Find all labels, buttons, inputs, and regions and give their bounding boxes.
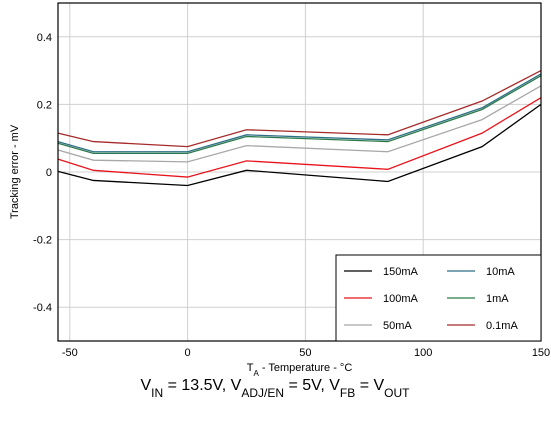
caption-subscript: FB <box>340 386 355 400</box>
data-line <box>57 85 542 163</box>
caption: VIN = 13.5V, VADJ/EN = 5V, VFB = VOUT <box>141 377 411 400</box>
plot-frame <box>57 2 542 342</box>
x-axis-label: TA - Temperature - °C <box>247 362 353 378</box>
x-axis-label-part: - Temperature - °C <box>259 362 353 374</box>
legend-label: 0.1mA <box>486 320 518 332</box>
x-tick-label: 150 <box>532 347 550 359</box>
caption-subscript: IN <box>151 386 163 400</box>
x-tick-label: 0 <box>185 347 191 359</box>
y-tick-label: -0.2 <box>33 235 52 247</box>
caption-part: = 13.5V, V <box>163 377 241 394</box>
legend-label: 1mA <box>486 293 509 305</box>
legend-label: 150mA <box>383 266 419 278</box>
caption-part: = 5V, V <box>284 377 340 394</box>
y-axis-label: Tracking error - mV <box>9 124 21 219</box>
y-tick-label: 0.4 <box>37 32 52 44</box>
x-tick-label: 100 <box>414 347 432 359</box>
caption-subscript: ADJ/EN <box>241 386 284 400</box>
legend-label: 50mA <box>383 320 412 332</box>
caption-part: = V <box>355 377 384 394</box>
y-tick-label: -0.4 <box>33 302 52 314</box>
data-line <box>57 75 542 155</box>
caption-subscript: OUT <box>384 386 410 400</box>
y-tick-label: 0 <box>46 167 52 179</box>
data-line <box>57 73 542 153</box>
x-axis-label-subscript: A <box>253 369 259 378</box>
legend-label: 10mA <box>486 266 515 278</box>
caption-part: V <box>141 377 152 394</box>
data-line <box>57 103 542 187</box>
legend-label: 100mA <box>383 293 419 305</box>
data-line <box>57 70 542 148</box>
x-tick-label: -50 <box>62 347 78 359</box>
data-line <box>57 97 542 178</box>
x-axis-label-part: T <box>247 362 254 374</box>
x-tick-label: 50 <box>299 347 311 359</box>
y-tick-label: 0.2 <box>37 99 52 111</box>
